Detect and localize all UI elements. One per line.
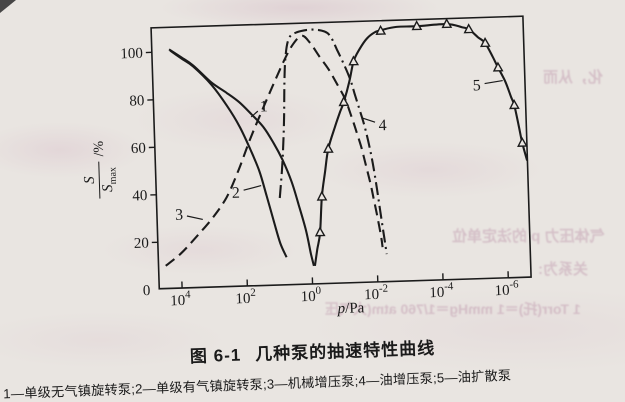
- curve-label-2: 2: [232, 185, 241, 202]
- y-axis-fraction-numerator: S: [81, 176, 98, 185]
- x-tick-label: 10-6: [494, 278, 519, 299]
- curve-label-4: 4: [378, 117, 387, 134]
- curve-label-5: 5: [472, 77, 481, 94]
- curve-1: [168, 48, 315, 267]
- curve-5-marker: [509, 99, 520, 110]
- curve-label-leader-5: [484, 79, 503, 85]
- curve-2: [169, 49, 288, 258]
- y-tick-label: 20: [134, 236, 149, 252]
- y-axis-unit-suffix: /%: [91, 140, 108, 157]
- y-tick-label: 0: [143, 283, 151, 299]
- x-tick-label: 10-4: [429, 280, 454, 301]
- curve-5-marker: [441, 18, 453, 29]
- y-tick-label: 40: [132, 188, 147, 204]
- curve-label-leader-1: [250, 110, 259, 118]
- x-tick-label: 100: [300, 285, 322, 306]
- curve-5-marker: [375, 24, 387, 35]
- plot-frame: [150, 15, 532, 290]
- curve-label-leader-2: [243, 184, 262, 191]
- y-tick-label: 80: [129, 93, 144, 109]
- curve-5-marker: [492, 61, 504, 72]
- y-axis-denominator-subscript: max: [107, 166, 119, 185]
- curve-label-3: 3: [175, 207, 184, 224]
- curve-5-marker: [411, 20, 423, 31]
- x-tick-label: 10-2: [364, 283, 389, 304]
- y-axis-fraction-denominator: Smax: [97, 160, 120, 199]
- y-axis-label: S Smax /%: [59, 120, 142, 218]
- y-tick-label: 100: [120, 46, 143, 63]
- curve-5-marker: [517, 136, 528, 147]
- y-tick-label: 60: [131, 141, 146, 157]
- curve-label-leader-3: [186, 215, 203, 221]
- curve-5-marker: [479, 37, 491, 48]
- x-axis-label: p/Pa: [336, 300, 364, 317]
- curve-4: [278, 28, 388, 255]
- x-tick-label: 104: [170, 289, 192, 310]
- curve-label-leader-4: [362, 117, 376, 123]
- curve-5-marker: [348, 55, 360, 66]
- curve-5-marker: [314, 226, 326, 237]
- curve-5-marker: [463, 23, 475, 34]
- figure-caption-number: 图 6-1: [189, 345, 242, 367]
- curve-3: [165, 34, 384, 267]
- curve-5: [313, 23, 529, 266]
- curve-5-marker: [322, 142, 334, 154]
- y-axis-fraction: S Smax: [81, 160, 120, 199]
- x-tick-label: 102: [235, 287, 256, 308]
- curve-5-marker: [338, 96, 350, 107]
- curve-5-marker: [316, 190, 328, 201]
